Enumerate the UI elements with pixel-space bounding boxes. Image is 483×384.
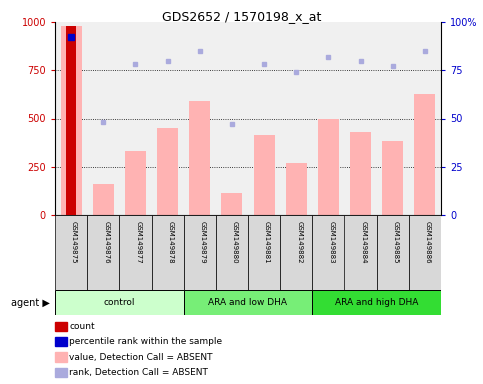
Bar (152, 215, 184, 290)
Bar (313, 290, 441, 315)
Bar (184, 290, 313, 315)
Text: ARA and low DHA: ARA and low DHA (209, 298, 287, 307)
Text: GSM149882: GSM149882 (296, 221, 302, 263)
Bar (318, 119, 339, 215)
Bar (222, 193, 242, 215)
Bar (93, 184, 114, 215)
Bar (184, 215, 216, 290)
Text: GSM149880: GSM149880 (232, 221, 238, 264)
Bar (344, 215, 377, 290)
Text: GSM149883: GSM149883 (328, 221, 334, 264)
Bar (286, 163, 307, 215)
Bar (383, 141, 403, 215)
Bar (125, 151, 146, 215)
Bar (414, 94, 435, 215)
Text: value, Detection Call = ABSENT: value, Detection Call = ABSENT (70, 353, 213, 362)
Text: GSM149881: GSM149881 (264, 221, 270, 264)
Bar (248, 215, 280, 290)
Bar (216, 215, 248, 290)
Bar (350, 132, 371, 215)
Text: GSM149878: GSM149878 (168, 221, 173, 264)
Text: control: control (103, 298, 135, 307)
Bar (280, 215, 313, 290)
Bar (55, 215, 87, 290)
Text: percentile rank within the sample: percentile rank within the sample (70, 337, 223, 346)
Bar (313, 215, 344, 290)
Text: agent ▶: agent ▶ (11, 298, 50, 308)
Bar (119, 215, 152, 290)
Text: GSM149876: GSM149876 (103, 221, 109, 264)
Text: GSM149877: GSM149877 (135, 221, 142, 264)
Bar (66, 26, 76, 215)
Text: GSM149879: GSM149879 (200, 221, 206, 264)
Text: rank, Detection Call = ABSENT: rank, Detection Call = ABSENT (70, 368, 208, 377)
Text: GSM149886: GSM149886 (425, 221, 431, 264)
Bar (189, 101, 210, 215)
Bar (377, 215, 409, 290)
Bar (409, 215, 441, 290)
Text: GSM149885: GSM149885 (393, 221, 399, 263)
Text: GSM149875: GSM149875 (71, 221, 77, 263)
Bar (87, 215, 119, 290)
Bar (55, 290, 184, 315)
Text: GSM149884: GSM149884 (361, 221, 367, 263)
Text: ARA and high DHA: ARA and high DHA (335, 298, 418, 307)
Text: count: count (70, 322, 95, 331)
Bar (61, 26, 82, 215)
Bar (157, 128, 178, 215)
Bar (254, 135, 274, 215)
Text: GDS2652 / 1570198_x_at: GDS2652 / 1570198_x_at (162, 10, 321, 23)
